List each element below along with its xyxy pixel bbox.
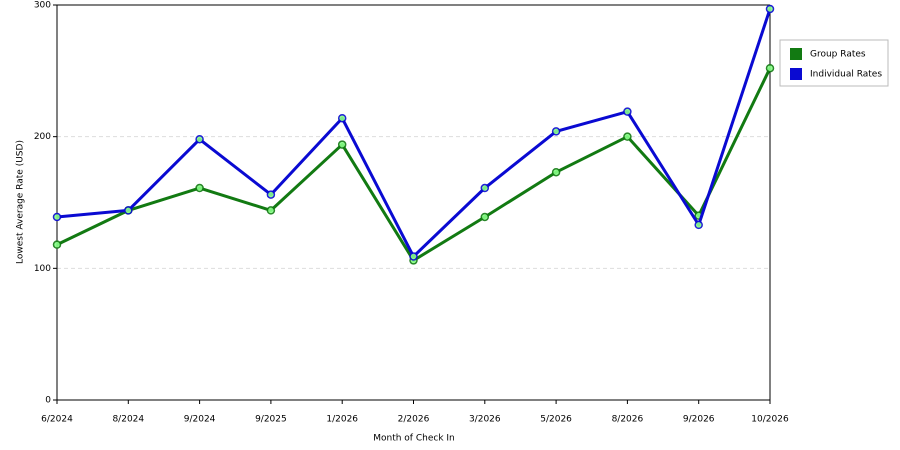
data-point — [195, 135, 204, 144]
x-tick-label: 9/2024 — [184, 415, 216, 425]
x-tick-label: 9/2026 — [683, 415, 715, 425]
series-line — [56, 67, 772, 262]
data-point — [551, 167, 561, 177]
data-point — [409, 252, 418, 261]
data-point — [337, 140, 347, 149]
y-axis-label: Lowest Average Rate (USD) — [16, 140, 26, 264]
legend-swatch — [790, 48, 802, 60]
legend-label: Individual Rates — [810, 70, 882, 80]
x-tick-label: 6/2024 — [41, 415, 73, 425]
y-tick-label: 300 — [34, 1, 51, 11]
y-tick-label: 100 — [34, 264, 51, 274]
data-point — [480, 212, 490, 222]
x-tick-label: 9/2025 — [255, 415, 287, 425]
data-point — [623, 132, 632, 141]
data-point — [266, 206, 276, 215]
legend-label: Group Rates — [810, 50, 866, 60]
x-tick-label: 5/2026 — [540, 415, 572, 425]
data-point — [694, 220, 703, 230]
data-point — [52, 240, 62, 249]
data-point — [195, 183, 204, 193]
x-tick-label: 3/2026 — [469, 415, 501, 425]
x-tick-label: 10/2026 — [751, 415, 789, 425]
x-tick-label: 8/2024 — [112, 415, 144, 425]
data-point — [551, 127, 561, 136]
data-point — [765, 4, 775, 14]
data-point — [480, 183, 490, 193]
x-tick-label: 2/2026 — [398, 415, 430, 425]
data-point — [266, 190, 276, 199]
series-line — [56, 8, 772, 258]
data-point — [124, 206, 133, 215]
data-point — [337, 113, 347, 123]
x-tick-label: 8/2026 — [612, 415, 644, 425]
x-tick-label: 1/2026 — [326, 415, 358, 425]
y-tick-label: 0 — [45, 396, 51, 406]
data-point — [52, 212, 62, 222]
data-point — [765, 63, 775, 73]
legend-swatch — [790, 68, 802, 80]
data-point — [623, 107, 632, 116]
y-tick-label: 200 — [34, 132, 51, 142]
x-axis-label: Month of Check In — [373, 434, 455, 444]
